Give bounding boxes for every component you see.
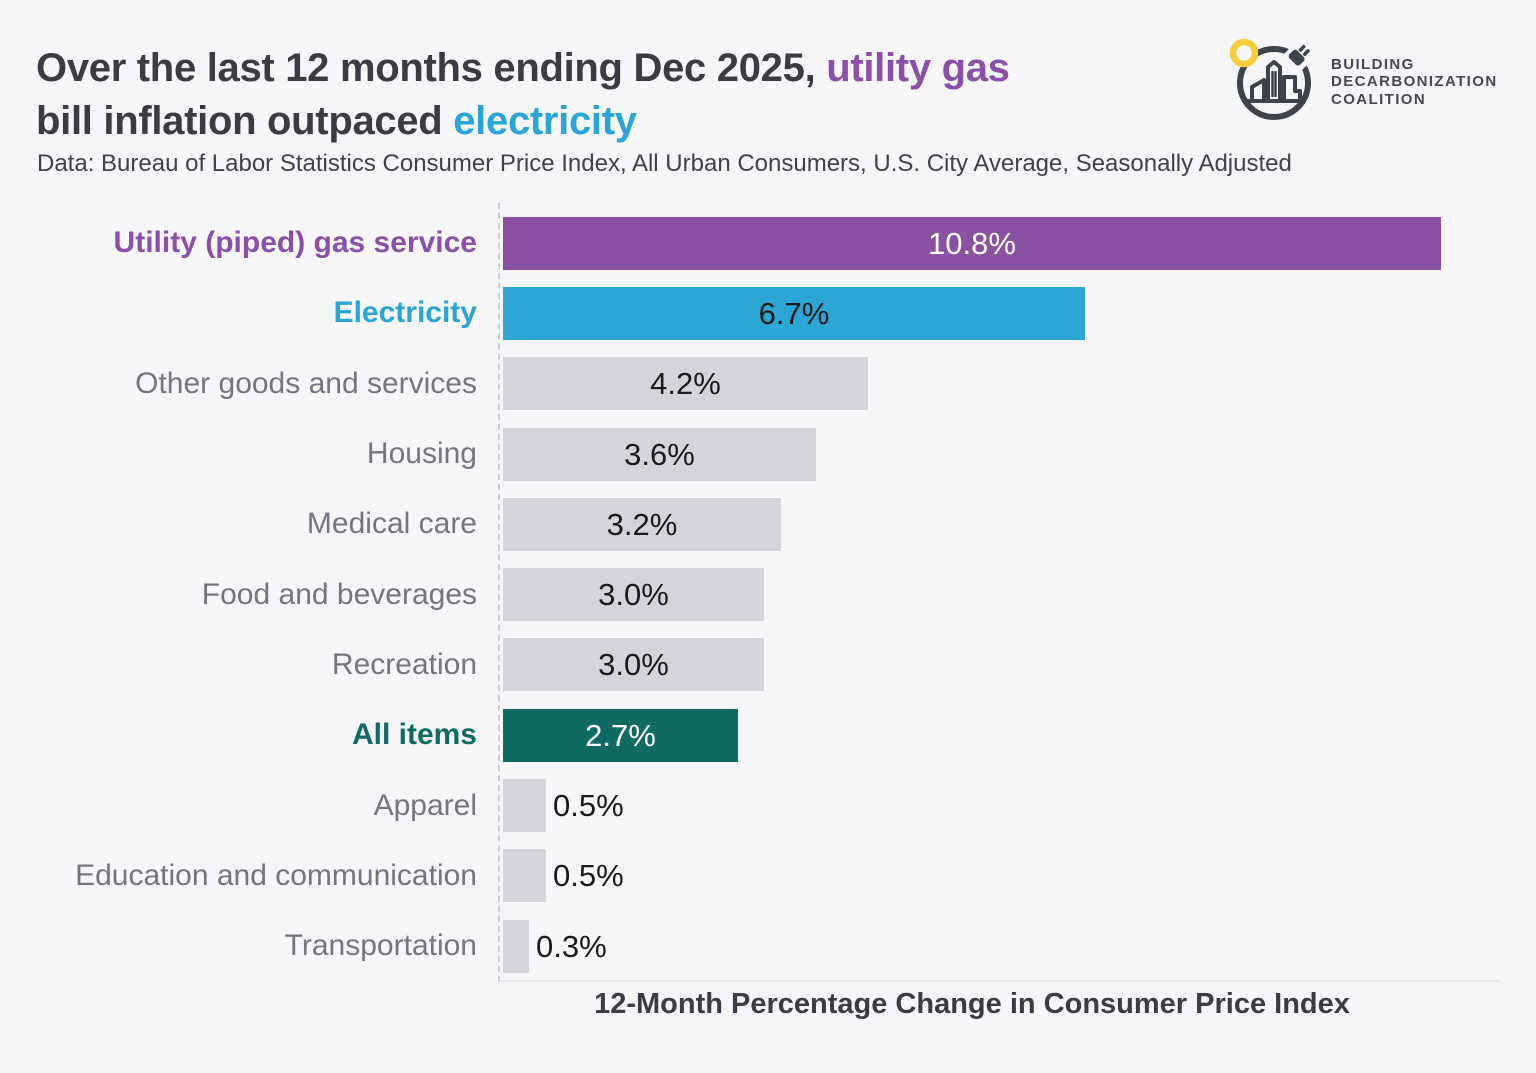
- bar-value-label: 0.5%: [553, 788, 624, 824]
- chart-row: Transportation 0.3%: [0, 911, 1536, 981]
- bar-value-label: 3.6%: [624, 436, 695, 472]
- bar-track: 0.3%: [503, 919, 1536, 973]
- chart-row: Housing 3.6%: [0, 419, 1536, 489]
- category-label: Housing: [366, 437, 477, 471]
- bdc-logo-icon: [1229, 38, 1313, 120]
- chart-row: All items 2.7%: [0, 700, 1536, 770]
- chart-row: Education and communication 0.5%: [0, 841, 1536, 911]
- chart-row: Food and beverages 3.0%: [0, 559, 1536, 629]
- logo-line-1: BUILDING: [1331, 55, 1415, 73]
- bar-track: 3.2%: [503, 497, 1536, 551]
- chart-row: Utility (piped) gas service 10.8%: [0, 208, 1536, 278]
- logo-line-2: DECARBONIZATION: [1331, 73, 1498, 91]
- bar-track: 0.5%: [503, 779, 1536, 833]
- bar-chart: Utility (piped) gas service 10.8% Electr…: [0, 208, 1536, 981]
- data-source-note: Data: Bureau of Labor Statistics Consume…: [37, 150, 1292, 177]
- building-decarbonization-coalition-logo: BUILDING DECARBONIZATION COALITION: [1227, 34, 1498, 126]
- bar-track: 6.7%: [503, 286, 1536, 340]
- title-line-2: bill inflation outpaced electricity: [36, 95, 1010, 148]
- x-axis-label: 12-Month Percentage Change in Consumer P…: [594, 988, 1350, 1020]
- bar-track: 3.6%: [503, 427, 1536, 481]
- category-label: Apparel: [373, 788, 477, 822]
- chart-row: Other goods and services 4.2%: [0, 349, 1536, 419]
- bar: [503, 849, 546, 903]
- bar: [503, 427, 816, 481]
- bar: [503, 497, 781, 551]
- category-label: Food and beverages: [201, 577, 477, 611]
- category-label: Education and communication: [75, 858, 477, 892]
- category-label: Medical care: [306, 507, 477, 541]
- chart-row: Recreation 3.0%: [0, 630, 1536, 700]
- bar-value-label: 3.0%: [598, 647, 669, 683]
- bar: [503, 568, 764, 622]
- category-label: Utility (piped) gas service: [113, 226, 477, 260]
- bar: [503, 708, 738, 762]
- title-line1-text: Over the last 12 months ending Dec 2025,: [36, 46, 827, 90]
- bar-track: 3.0%: [503, 638, 1536, 692]
- bar: [503, 919, 529, 973]
- bar-track: 0.5%: [503, 849, 1536, 903]
- category-label: Electricity: [333, 296, 477, 330]
- category-label: Recreation: [331, 647, 477, 681]
- bar-value-label: 6.7%: [758, 295, 830, 331]
- title-highlight-utility-gas: utility gas: [826, 46, 1010, 90]
- bar: [503, 357, 868, 411]
- bar-track: 10.8%: [503, 216, 1536, 270]
- page-title: Over the last 12 months ending Dec 2025,…: [36, 42, 1010, 148]
- plug-icon: [1288, 44, 1310, 66]
- bar: [503, 779, 546, 833]
- sun-icon: [1229, 38, 1259, 68]
- bar: [503, 638, 764, 692]
- bar: [503, 216, 1441, 270]
- chart-row: Electricity 6.7%: [0, 278, 1536, 348]
- category-label: Transportation: [284, 929, 477, 963]
- title-line2-text: bill inflation outpaced: [36, 99, 454, 143]
- buildings-icon: [1245, 60, 1305, 103]
- bar-value-label: 4.2%: [650, 366, 721, 402]
- bar-value-label: 0.3%: [536, 928, 607, 964]
- title-line-1: Over the last 12 months ending Dec 2025,…: [36, 42, 1010, 95]
- category-label: All items: [351, 718, 477, 752]
- chart-row: Apparel 0.5%: [0, 770, 1536, 840]
- bar-value-label: 0.5%: [553, 858, 624, 894]
- logo-line-3: COALITION: [1331, 90, 1427, 108]
- title-highlight-electricity: electricity: [453, 99, 637, 143]
- bar: [503, 286, 1085, 340]
- bar-track: 4.2%: [503, 357, 1536, 411]
- x-axis-baseline: [499, 980, 1500, 982]
- category-label: Other goods and services: [135, 366, 477, 400]
- bar-value-label: 3.2%: [606, 506, 678, 542]
- bar-value-label: 10.8%: [928, 225, 1016, 261]
- bar-value-label: 3.0%: [598, 577, 669, 613]
- chart-row: Medical care 3.2%: [0, 489, 1536, 559]
- bdc-logo-wordmark: BUILDING DECARBONIZATION COALITION: [1331, 56, 1498, 109]
- bar-track: 2.7%: [503, 708, 1536, 762]
- y-axis-dashed-line: [498, 203, 500, 982]
- bar-track: 3.0%: [503, 568, 1536, 622]
- bar-value-label: 2.7%: [585, 717, 656, 753]
